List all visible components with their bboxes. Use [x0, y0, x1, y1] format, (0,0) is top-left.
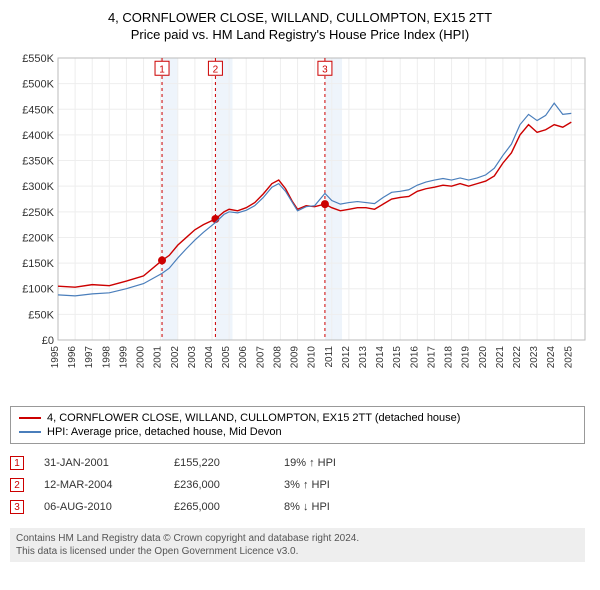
- title-line2: Price paid vs. HM Land Registry's House …: [10, 27, 590, 42]
- svg-text:2001: 2001: [153, 346, 164, 369]
- event-marker-icon: 3: [10, 500, 24, 514]
- svg-text:2015: 2015: [392, 346, 403, 369]
- footer-line2: This data is licensed under the Open Gov…: [16, 545, 579, 558]
- svg-text:£450K: £450K: [22, 104, 54, 116]
- event-price: £236,000: [174, 479, 264, 491]
- legend-swatch: [19, 417, 41, 419]
- svg-text:1999: 1999: [118, 346, 129, 369]
- svg-text:2: 2: [213, 64, 219, 75]
- svg-text:2021: 2021: [495, 346, 506, 369]
- svg-text:2005: 2005: [221, 346, 232, 369]
- footer-attribution: Contains HM Land Registry data © Crown c…: [10, 528, 585, 562]
- svg-text:2003: 2003: [187, 346, 198, 369]
- event-date: 06-AUG-2010: [44, 501, 154, 513]
- event-marker-icon: 2: [10, 478, 24, 492]
- event-row: 1 31-JAN-2001 £155,220 19% ↑ HPI: [10, 452, 585, 474]
- svg-text:£300K: £300K: [22, 181, 54, 193]
- svg-text:£250K: £250K: [22, 207, 54, 219]
- svg-text:2011: 2011: [324, 346, 335, 368]
- svg-text:2025: 2025: [563, 346, 574, 369]
- svg-text:£550K: £550K: [22, 53, 54, 65]
- title-line1: 4, CORNFLOWER CLOSE, WILLAND, CULLOMPTON…: [10, 10, 590, 25]
- svg-text:2000: 2000: [136, 346, 147, 369]
- legend-item-hpi: HPI: Average price, detached house, Mid …: [19, 425, 576, 439]
- svg-text:2017: 2017: [426, 346, 437, 369]
- event-delta: 8% ↓ HPI: [284, 501, 330, 513]
- svg-text:2022: 2022: [512, 346, 523, 369]
- svg-text:2016: 2016: [409, 346, 420, 369]
- svg-text:2019: 2019: [461, 346, 472, 369]
- legend-label: 4, CORNFLOWER CLOSE, WILLAND, CULLOMPTON…: [47, 412, 460, 424]
- price-chart: £0 £50K £100K £150K £200K £250K £300K £350K £400…: [10, 50, 590, 400]
- event-price: £155,220: [174, 457, 264, 469]
- svg-text:1: 1: [159, 64, 165, 75]
- svg-text:£100K: £100K: [22, 284, 54, 296]
- legend-item-subject: 4, CORNFLOWER CLOSE, WILLAND, CULLOMPTON…: [19, 411, 576, 425]
- svg-text:2010: 2010: [307, 346, 318, 369]
- event-delta: 19% ↑ HPI: [284, 457, 336, 469]
- event-row: 3 06-AUG-2010 £265,000 8% ↓ HPI: [10, 496, 585, 518]
- event-date: 31-JAN-2001: [44, 457, 154, 469]
- svg-text:2002: 2002: [170, 346, 181, 369]
- svg-text:2007: 2007: [255, 346, 266, 369]
- svg-text:2006: 2006: [238, 346, 249, 369]
- svg-text:£0: £0: [42, 335, 54, 347]
- event-marker-icon: 1: [10, 456, 24, 470]
- svg-text:2009: 2009: [290, 346, 301, 369]
- svg-text:£200K: £200K: [22, 232, 54, 244]
- events-table: 1 31-JAN-2001 £155,220 19% ↑ HPI 2 12-MA…: [10, 452, 585, 518]
- event-date: 12-MAR-2004: [44, 479, 154, 491]
- svg-text:1995: 1995: [50, 346, 61, 369]
- svg-text:£350K: £350K: [22, 156, 54, 168]
- legend-label: HPI: Average price, detached house, Mid …: [47, 426, 282, 438]
- event-price: £265,000: [174, 501, 264, 513]
- svg-text:1996: 1996: [67, 346, 78, 369]
- svg-text:3: 3: [322, 64, 328, 75]
- svg-text:2020: 2020: [478, 346, 489, 369]
- svg-text:£400K: £400K: [22, 130, 54, 142]
- svg-text:2004: 2004: [204, 346, 215, 369]
- svg-text:1997: 1997: [84, 346, 95, 369]
- svg-text:£500K: £500K: [22, 79, 54, 91]
- footer-line1: Contains HM Land Registry data © Crown c…: [16, 532, 579, 545]
- svg-text:2013: 2013: [358, 346, 369, 369]
- svg-text:2018: 2018: [444, 346, 455, 369]
- event-row: 2 12-MAR-2004 £236,000 3% ↑ HPI: [10, 474, 585, 496]
- svg-text:£50K: £50K: [28, 309, 54, 321]
- legend-swatch: [19, 431, 41, 433]
- svg-text:2014: 2014: [375, 346, 386, 369]
- svg-text:1998: 1998: [101, 346, 112, 369]
- svg-text:2024: 2024: [546, 346, 557, 369]
- svg-text:2012: 2012: [341, 346, 352, 369]
- svg-text:2023: 2023: [529, 346, 540, 369]
- svg-text:2008: 2008: [272, 346, 283, 369]
- event-delta: 3% ↑ HPI: [284, 479, 330, 491]
- svg-text:£150K: £150K: [22, 258, 54, 270]
- legend: 4, CORNFLOWER CLOSE, WILLAND, CULLOMPTON…: [10, 406, 585, 444]
